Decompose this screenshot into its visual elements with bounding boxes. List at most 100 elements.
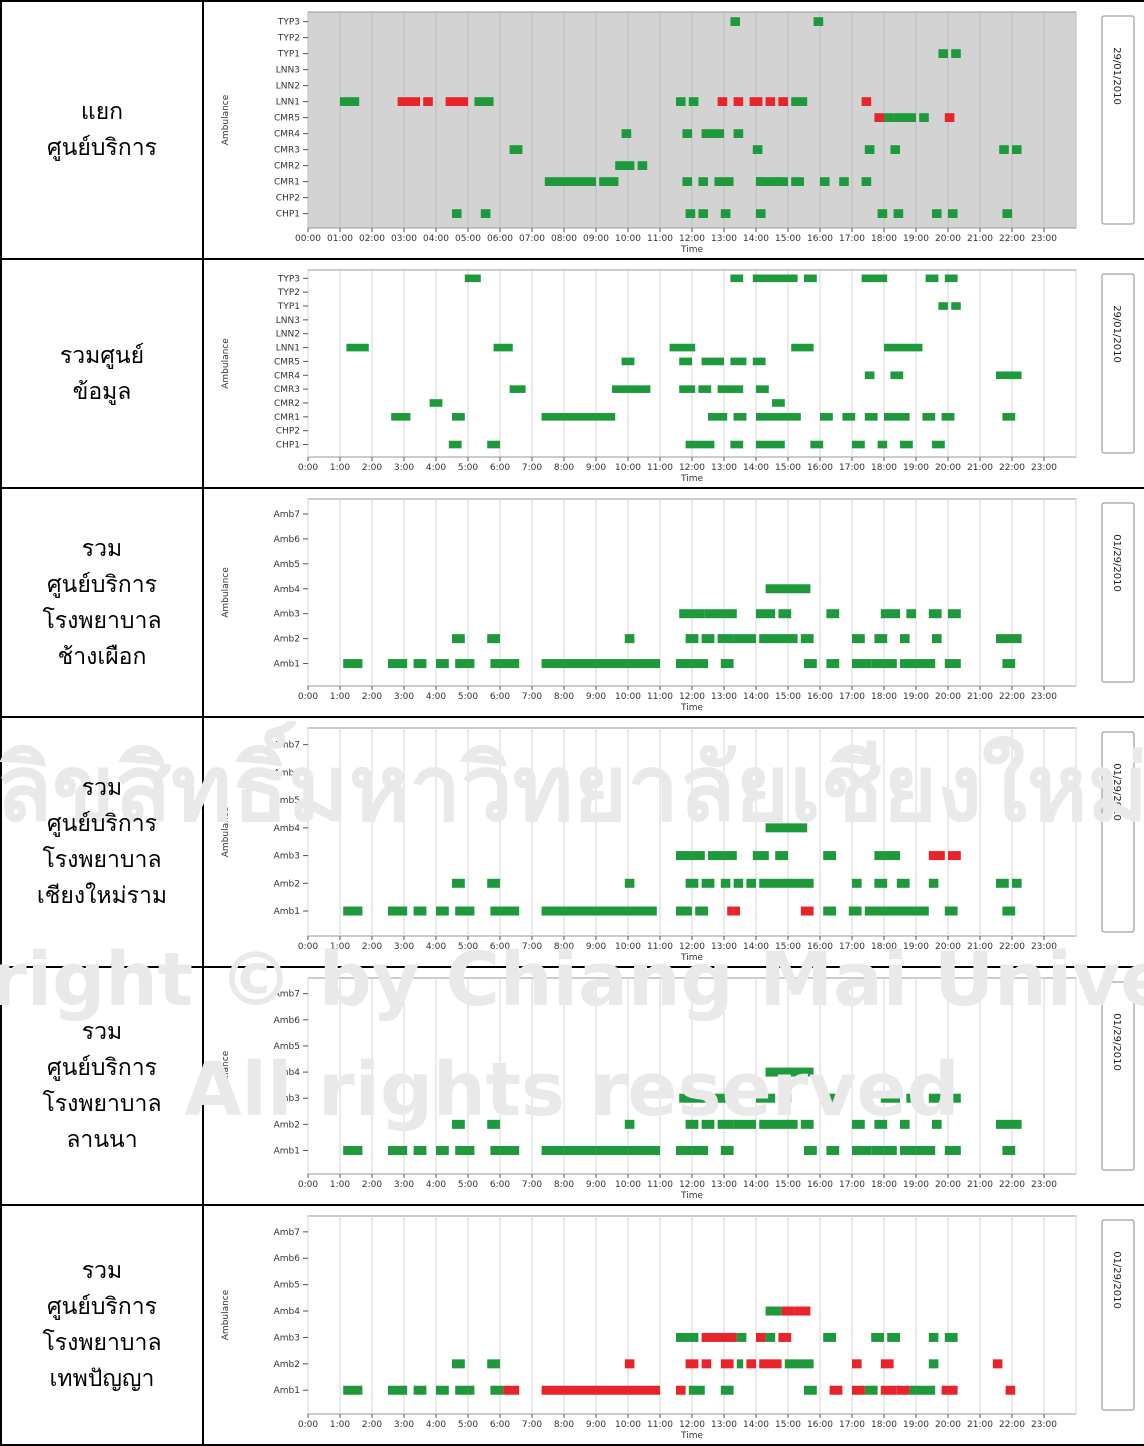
category-label: Amb4 — [274, 824, 301, 834]
bar-overload — [794, 1306, 811, 1316]
bar-available — [887, 1332, 900, 1342]
bar-available — [864, 413, 878, 421]
bar-available — [800, 1119, 814, 1129]
bar-available — [688, 1385, 705, 1395]
bar-available — [730, 17, 740, 26]
row-label-line: ช้างเผือก — [57, 643, 147, 670]
bar-available — [810, 440, 824, 449]
x-tick-label: 13:00 — [711, 463, 737, 473]
bar-available — [932, 209, 942, 218]
bar-overload — [624, 1359, 635, 1369]
bar-available — [928, 878, 939, 888]
bar-available — [493, 343, 513, 352]
x-tick-label: 5:00 — [458, 692, 478, 702]
x-tick-label: 13:00 — [711, 692, 737, 702]
category-label: Amb7 — [274, 510, 300, 520]
x-tick-label: 9:00 — [586, 942, 606, 952]
bar-available — [343, 1385, 363, 1395]
date-panel — [1101, 731, 1135, 933]
bar-available — [864, 145, 875, 154]
bar-available — [765, 1067, 814, 1077]
bar-available — [621, 129, 632, 138]
bar-available — [343, 659, 363, 669]
x-axis-label: Time — [680, 1431, 703, 1441]
x-tick-label: 1:00 — [330, 942, 350, 952]
x-tick-label: 8:00 — [554, 692, 574, 702]
x-tick-label: 17:00 — [839, 692, 865, 702]
bar-available — [676, 659, 708, 669]
row-label-line: รวมศูนย์ — [59, 342, 145, 369]
x-tick-label: 05:00 — [455, 234, 481, 244]
category-label: CHP1 — [276, 441, 300, 451]
x-tick-label: 7:00 — [522, 1420, 542, 1430]
bar-available — [752, 851, 769, 861]
bar-available — [871, 1145, 897, 1155]
category-label: CMR2 — [274, 399, 300, 409]
bar-overload — [781, 1306, 795, 1316]
bar-available — [413, 659, 427, 669]
x-tick-label: 19:00 — [903, 463, 929, 473]
x-tick-label: 12:00 — [679, 463, 705, 473]
x-tick-label: 21:00 — [967, 692, 993, 702]
bar-available — [932, 1119, 942, 1129]
x-tick-label: 9:00 — [586, 1180, 606, 1190]
bar-available — [928, 1359, 939, 1369]
bar-available — [388, 659, 408, 669]
date-panel — [1101, 273, 1135, 454]
bar-available — [452, 634, 465, 644]
category-label: Amb6 — [274, 535, 301, 545]
bar-available — [944, 1332, 958, 1342]
chart-cell: TYP3 TYP2 TYP1 LNN3 LNN2 LNN1 CMR5 CMR4 CMR3 CMR2… — [202, 0, 1144, 260]
bar-overload — [541, 1385, 660, 1395]
x-tick-label: 13:00 — [711, 942, 737, 952]
bar-available — [391, 413, 411, 421]
bar-available — [704, 1093, 737, 1103]
bar-overload — [944, 113, 955, 122]
x-tick-label: 0:00 — [298, 692, 318, 702]
category-label: Amb7 — [274, 741, 300, 751]
bar-available — [624, 1119, 635, 1129]
category-label: CMR4 — [274, 371, 300, 381]
table-row: รวม ศูนย์บริการ โรงพยาบาล ลานนา Amb7 Amb6 Amb5… — [0, 966, 1144, 1206]
category-label: Amb2 — [274, 1360, 300, 1370]
bar-overload — [948, 851, 961, 861]
bar-available — [452, 209, 462, 218]
bar-available — [852, 634, 865, 644]
gantt-chart: Amb7 Amb6 Amb5 Amb4 Amb3 Amb2 Amb1 0:00 1:00 2:00… — [221, 1215, 1135, 1441]
bar-available — [928, 1332, 939, 1342]
bar-available — [804, 1385, 817, 1395]
category-label: Amb3 — [274, 1094, 300, 1104]
bar-available — [944, 659, 961, 669]
x-axis-label: Time — [680, 245, 703, 255]
category-label: TYP3 — [277, 274, 300, 284]
bar-available — [720, 209, 731, 218]
bar-overload — [756, 1332, 766, 1342]
bar-available — [948, 609, 961, 619]
category-label: CMR5 — [274, 114, 300, 124]
bar-overload — [720, 1359, 734, 1369]
bar-available — [720, 1385, 734, 1395]
x-tick-label: 22:00 — [999, 463, 1025, 473]
bar-available — [637, 161, 648, 170]
category-label: Amb2 — [274, 635, 300, 645]
x-tick-label: 11:00 — [647, 463, 673, 473]
x-tick-label: 18:00 — [871, 692, 897, 702]
bar-available — [701, 1119, 715, 1129]
x-tick-label: 13:00 — [711, 234, 737, 244]
x-tick-label: 15:00 — [775, 234, 801, 244]
x-tick-label: 6:00 — [490, 1420, 510, 1430]
x-tick-label: 21:00 — [967, 942, 993, 952]
bar-available — [733, 129, 744, 138]
bar-available — [756, 1093, 776, 1103]
chart-cell: Amb7 Amb6 Amb5 Amb4 Amb3 Amb2 Amb1 0:00 1:00 2:00… — [202, 716, 1144, 968]
x-tick-label: 20:00 — [935, 463, 961, 473]
bar-available — [768, 177, 779, 186]
bar-available — [944, 274, 958, 283]
gantt-chart: Amb7 Amb6 Amb5 Amb4 Amb3 Amb2 Amb1 0:00 1:00 2:00… — [221, 977, 1135, 1201]
x-tick-label: 04:00 — [423, 234, 449, 244]
bar-available — [676, 1332, 699, 1342]
row-label-cell: แยก ศูนย์บริการ — [0, 0, 204, 260]
row-label-line: โรงพยาบาล — [42, 607, 162, 634]
bar-available — [928, 1093, 942, 1103]
